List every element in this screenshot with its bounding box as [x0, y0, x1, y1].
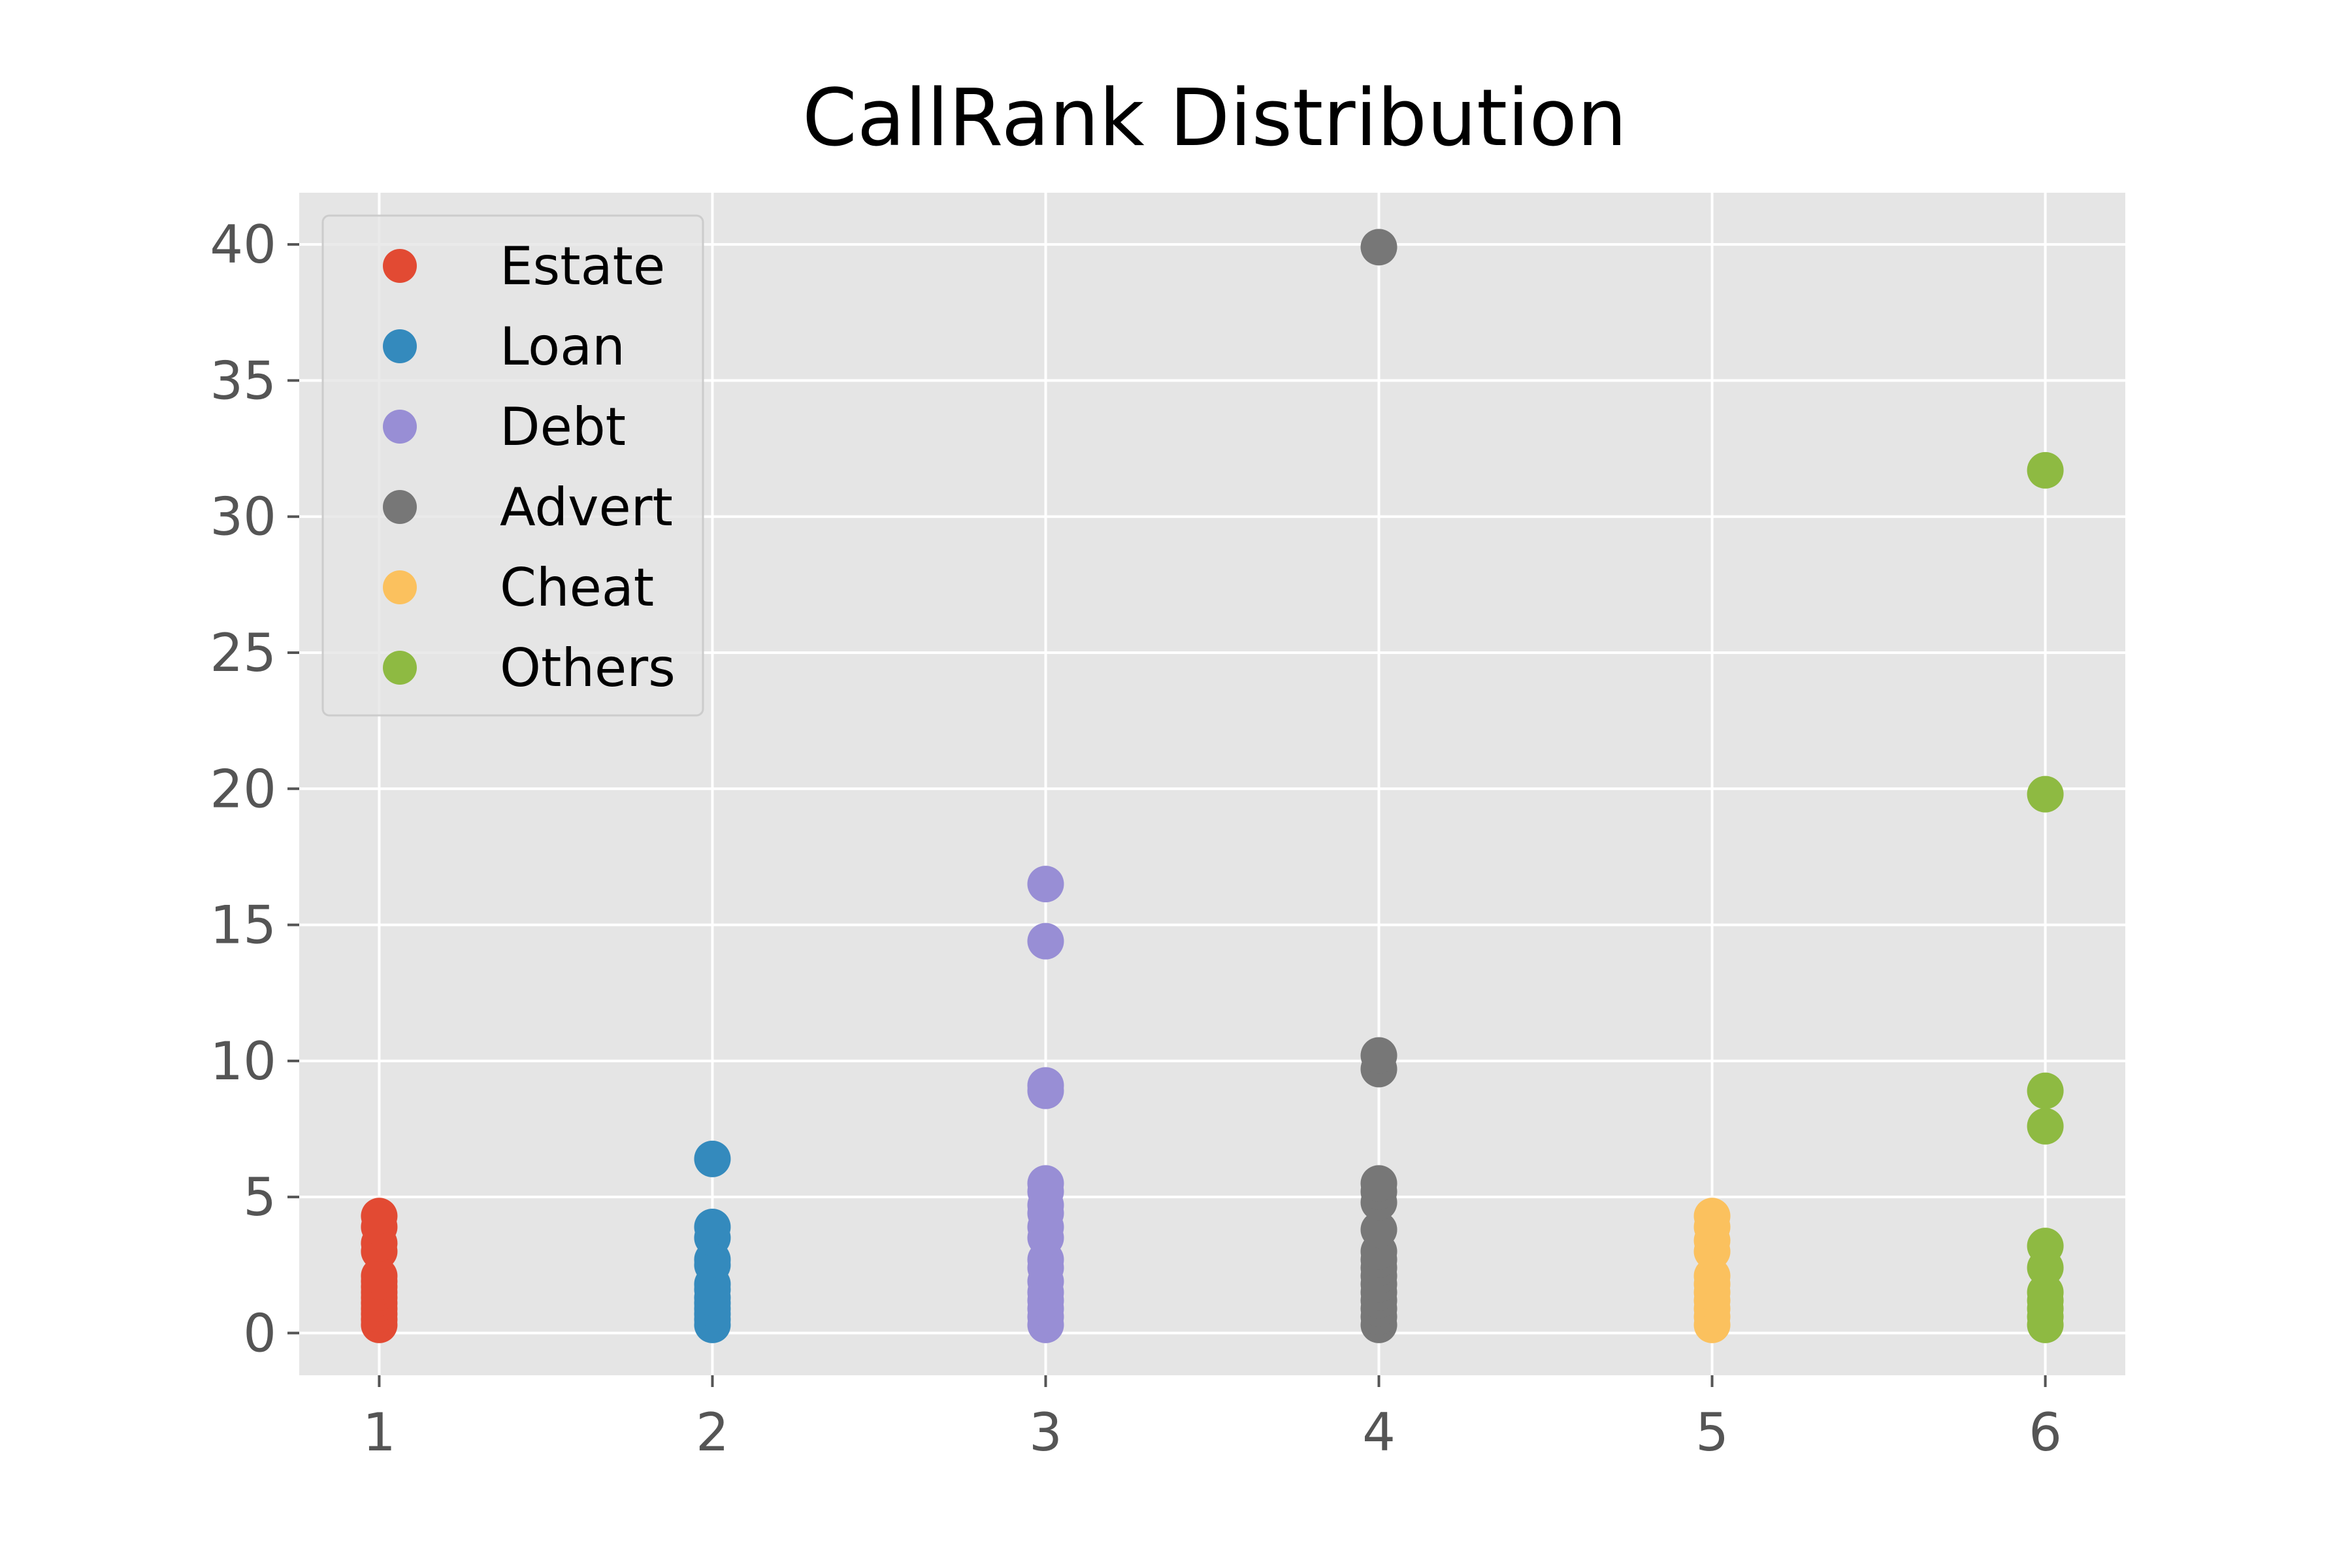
x-tick-label: 1: [363, 1402, 396, 1463]
x-tick-label: 6: [2029, 1402, 2062, 1463]
y-tick-label: 40: [210, 214, 276, 275]
data-point: [1360, 229, 1397, 266]
x-tick-label: 5: [1695, 1402, 1729, 1463]
y-tick-label: 5: [243, 1167, 276, 1228]
y-tick-label: 0: [243, 1303, 276, 1364]
legend-label: Loan: [500, 316, 625, 377]
data-point: [2027, 776, 2064, 813]
y-tick-label: 35: [210, 350, 276, 411]
legend-label: Others: [500, 638, 676, 698]
data-point: [1360, 1037, 1397, 1074]
legend-marker: [383, 490, 417, 524]
y-tick-label: 25: [210, 623, 276, 683]
data-point: [1693, 1198, 1731, 1235]
legend-items: Estate Loan Debt Advert Cheat Others: [383, 236, 676, 698]
data-point: [1027, 1165, 1064, 1202]
legend-label: Estate: [500, 236, 665, 297]
series-estate: [361, 1198, 398, 1343]
legend-marker: [383, 249, 417, 283]
y-tick-label: 15: [210, 895, 276, 956]
x-axis: 1 2 3 4 5 6: [363, 1375, 2062, 1463]
series-cheat: [1693, 1198, 1731, 1343]
series-others: [2027, 451, 2064, 1343]
data-point: [1360, 1165, 1397, 1202]
legend-label: Cheat: [500, 557, 654, 618]
x-tick-label: 4: [1362, 1402, 1396, 1463]
legend-frame: [321, 214, 704, 717]
x-tick-label: 2: [696, 1402, 729, 1463]
data-point: [2027, 1228, 2064, 1265]
x-tick-label: 3: [1029, 1402, 1062, 1463]
data-point: [694, 1208, 731, 1245]
chart-title: CallRank Distribution: [802, 73, 1627, 164]
y-tick-label: 10: [210, 1031, 276, 1092]
data-point: [361, 1198, 398, 1235]
legend-label: Advert: [500, 477, 673, 538]
data-point: [1027, 1067, 1064, 1104]
data-point: [2027, 1072, 2064, 1109]
y-tick-label: 20: [210, 759, 276, 819]
data-point: [2027, 451, 2064, 489]
data-points: [361, 229, 2064, 1343]
series-debt: [1027, 866, 1064, 1343]
data-point: [2027, 1107, 2064, 1145]
legend-marker: [383, 570, 417, 604]
legend-marker: [383, 651, 417, 685]
data-point: [1027, 923, 1064, 960]
legend-marker: [383, 329, 417, 363]
series-loan: [694, 1140, 731, 1343]
legend-marker: [383, 410, 417, 444]
y-axis: 0 5 10 15 20 25 30 35 40: [210, 214, 299, 1364]
data-point: [694, 1140, 731, 1177]
y-tick-label: 30: [210, 487, 276, 547]
data-point: [1027, 866, 1064, 903]
legend-label: Debt: [500, 397, 626, 457]
data-point: [1360, 1211, 1397, 1249]
legend: Estate Loan Debt Advert Cheat Others: [321, 214, 704, 717]
series-advert: [1360, 229, 1397, 1343]
